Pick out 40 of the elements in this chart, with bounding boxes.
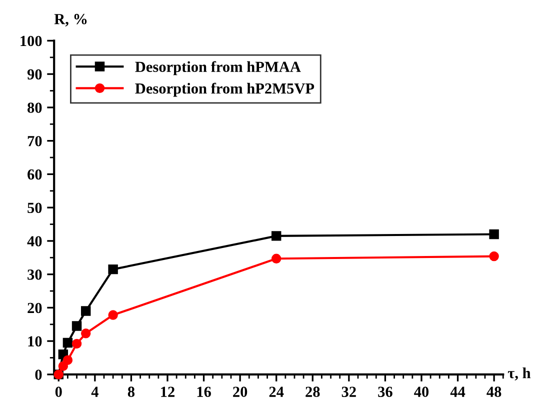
y-tick-label: 0 <box>35 370 42 380</box>
point <box>108 264 118 274</box>
point <box>80 306 91 316</box>
point <box>62 355 73 365</box>
x-tick-label: 4 <box>91 386 98 397</box>
point <box>489 229 499 240</box>
point <box>80 328 91 338</box>
point <box>271 231 282 241</box>
x-axis-title: τ, h <box>508 368 531 380</box>
x-tick-label: 12 <box>161 386 174 397</box>
y-tick-label: 40 <box>27 236 42 246</box>
y-tick-label: 80 <box>28 102 42 113</box>
y-tick-label: 20 <box>28 302 42 314</box>
y-tick-label: 30 <box>28 269 42 280</box>
x-tick-label: 28 <box>306 386 320 397</box>
x-tick-label: 44 <box>450 386 466 397</box>
x-tick-label: 48 <box>486 386 502 397</box>
y-tick-label: 60 <box>28 169 42 180</box>
point <box>489 251 499 262</box>
y-tick-label: 10 <box>28 336 42 347</box>
x-tick-label: 36 <box>378 386 392 397</box>
point <box>108 310 118 320</box>
point <box>72 338 82 349</box>
point <box>271 254 282 264</box>
x-tick-label: 16 <box>197 386 211 397</box>
x-tick-label: 0 <box>55 386 62 397</box>
y-tick-label: 70 <box>28 136 42 146</box>
point <box>72 321 82 331</box>
legend-label: Desorption from hPMAA <box>135 61 301 76</box>
y-tick-label: 90 <box>27 69 42 80</box>
x-tick-label: 20 <box>233 386 248 397</box>
x-tick-label: 32 <box>342 386 356 397</box>
y-axis-title: R, % <box>54 14 87 26</box>
y-tick-label: 50 <box>28 202 42 214</box>
y-tick-label: 100 <box>20 36 42 46</box>
x-tick-label: 24 <box>269 386 284 397</box>
x-tick-label: 40 <box>414 386 429 397</box>
legend-label: Desorption from hP2M5VP <box>135 82 314 97</box>
x-tick-label: 8 <box>128 386 135 397</box>
point <box>62 338 73 348</box>
